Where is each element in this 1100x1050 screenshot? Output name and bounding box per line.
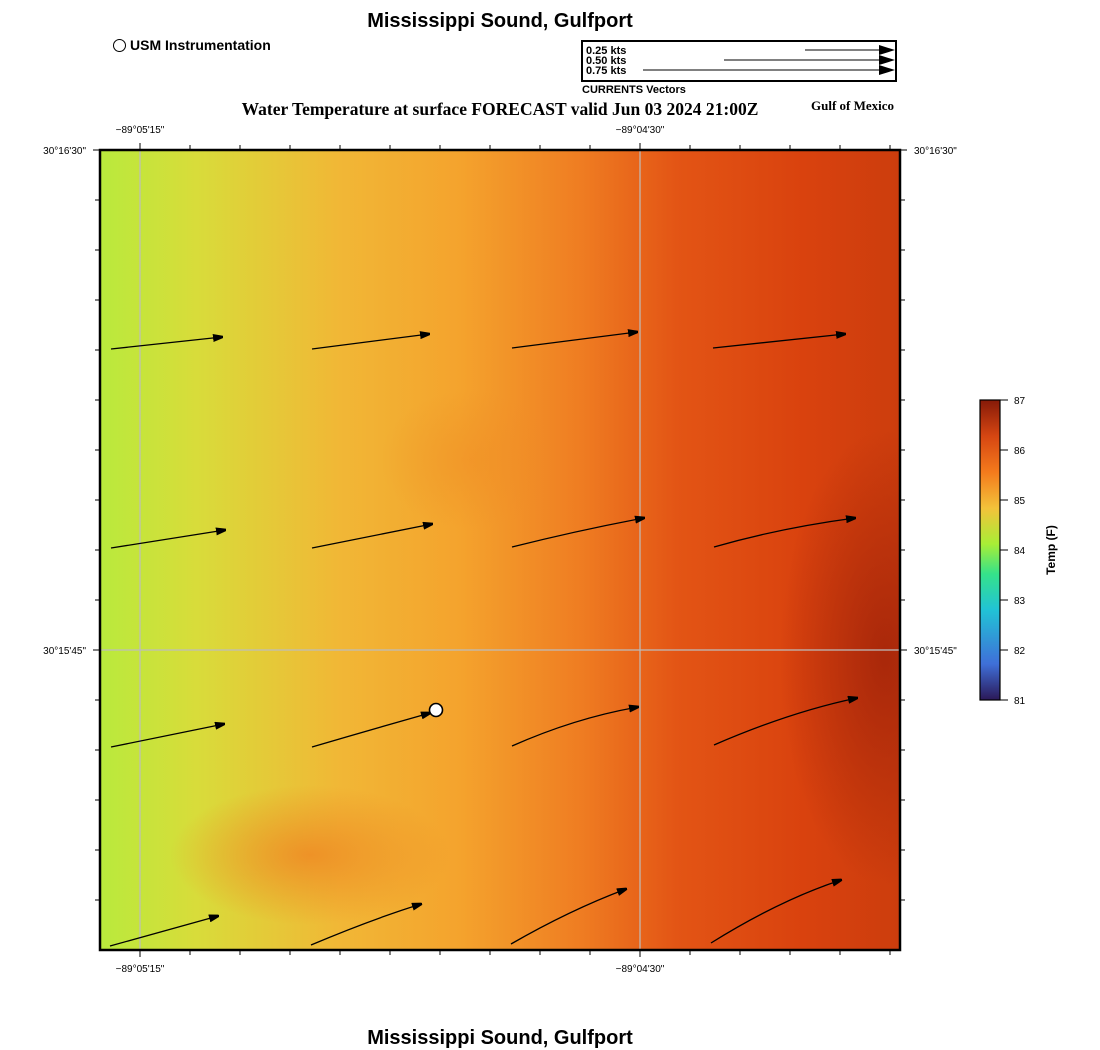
current-vector [310,904,421,946]
map-footer-title: Mississippi Sound, Gulfport [367,1027,633,1049]
current-vectors [109,332,857,947]
y-tick-left-1: 30°16'30" [43,146,86,157]
colorbar-tick-82: 82 [1014,646,1026,657]
colorbar-tick-86: 86 [1014,446,1026,457]
current-vector [511,518,644,548]
legend-label-050: 0.50 kts [586,55,627,67]
current-vector [710,880,841,944]
map-title: Mississippi Sound, Gulfport [367,10,633,32]
current-vector [713,698,857,746]
region-label: Gulf of Mexico [811,98,895,113]
colorbar-tick-87: 87 [1014,396,1026,407]
colorbar-label: Temp (F) [1044,525,1058,575]
colorbar-ticks [1000,399,1008,701]
colorbar-tick-84: 84 [1014,546,1026,557]
x-tick-top-2: −89°04'30" [616,125,665,136]
warm-core [600,300,900,950]
current-vector [511,707,638,747]
current-vector [110,724,224,748]
current-vector [311,334,429,350]
legend-arrow-075 [643,65,895,75]
legend-caption: CURRENTS Vectors [582,84,686,96]
current-vector [713,518,855,548]
current-vector [110,337,222,350]
legend-label-075: 0.75 kts [586,65,627,77]
legend-arrow-025 [805,45,895,55]
current-vector [510,889,626,945]
x-tick-bottom-2: −89°04'30" [616,964,665,975]
x-tick-bottom-1: −89°05'15" [116,964,165,975]
colorbar-tick-83: 83 [1014,596,1026,607]
x-tick-top-1: −89°05'15" [116,125,165,136]
vector-scale-legend: 0.25 kts 0.50 kts 0.75 kts [581,40,897,82]
legend-label-025: 0.25 kts [586,45,627,57]
colorbar [979,399,1001,701]
usm-station-marker[interactable] [428,702,444,718]
forecast-title: Water Temperature at surface FORECAST va… [241,99,759,119]
graticule [100,150,900,950]
current-vector [311,713,430,748]
legend-arrows [643,45,895,75]
station-marker-icon [113,38,126,52]
y-tick-left-2: 30°15'45" [43,646,86,657]
y-tick-right-1: 30°16'30" [914,146,957,157]
usm-legend-label: USM Instrumentation [130,37,271,53]
legend-arrow-050 [724,55,895,65]
current-vector [712,334,845,349]
frame-ticks [93,143,907,957]
colorbar-tick-81: 81 [1014,696,1026,707]
colorbar-tick-85: 85 [1014,496,1026,507]
current-vector [511,332,637,349]
current-vector [109,916,218,947]
y-tick-right-2: 30°15'45" [914,646,957,657]
warm-patch [170,785,450,925]
usm-instrument-legend: USM Instrumentation [113,37,271,53]
current-vector [311,524,432,549]
current-vector [110,530,225,549]
